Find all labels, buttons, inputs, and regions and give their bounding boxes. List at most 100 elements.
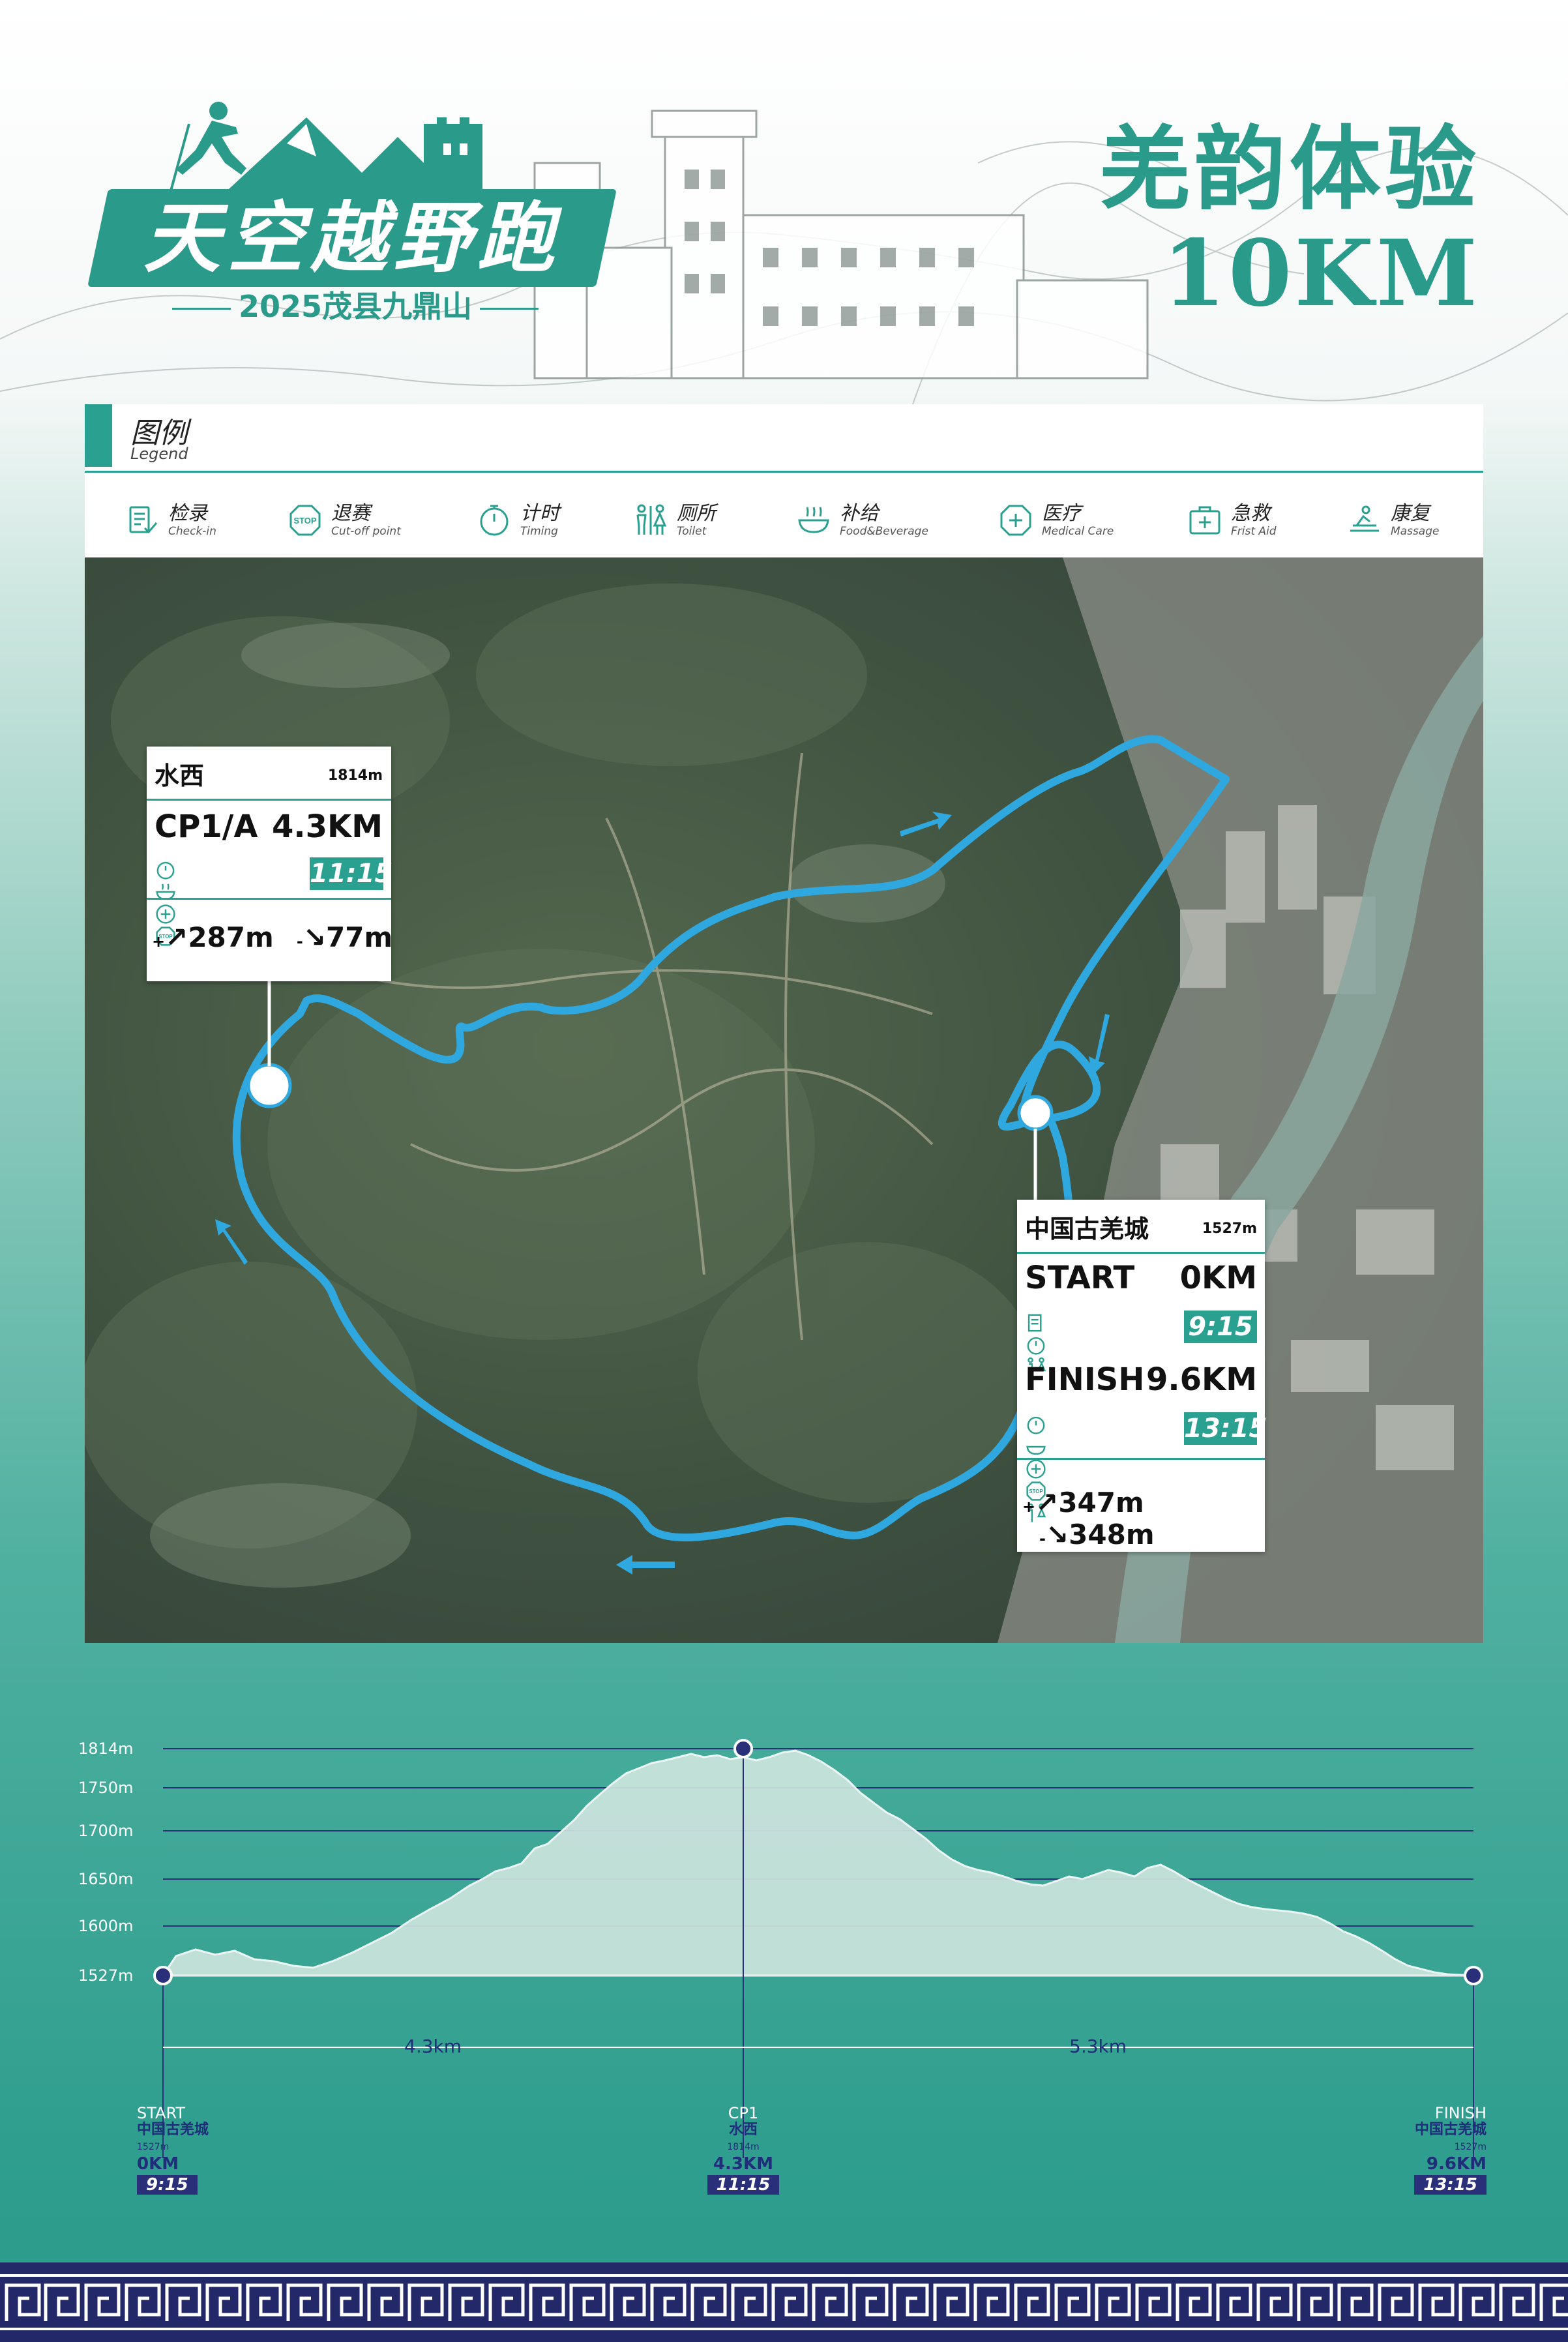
cp1-climb-row: +↗287m -↘77m [152, 921, 396, 953]
cp1-loss: 77m [326, 921, 393, 953]
elevation-profile-chart [153, 1739, 1483, 2158]
start-point-marker [153, 1966, 173, 1985]
route-name: 羌韵体验 [1099, 116, 1480, 223]
legend-item-check-in: 检录 Check-in [124, 494, 216, 546]
start-loss: 348m [1069, 1519, 1155, 1550]
fret-motif [650, 2283, 687, 2321]
fret-motif [1014, 2283, 1050, 2321]
point-distance: 4.3KM [713, 2154, 774, 2174]
legend-label-en: Timing [520, 525, 558, 538]
point-name: 中国古羌城 [1414, 2122, 1487, 2138]
ascent-arrow-icon: ↗ [165, 921, 188, 953]
fret-motif [407, 2283, 444, 2321]
finish-label: FINISH [1025, 1361, 1145, 1398]
fret-motif [1297, 2283, 1333, 2321]
legend-label-en: Cut-off point [331, 525, 401, 538]
route-heading: 羌韵体验 10KM [1099, 117, 1480, 326]
legend-accent-bar [85, 404, 112, 467]
stop-icon: STOP [289, 505, 321, 536]
fret-motif [367, 2283, 404, 2321]
elevation-profile: 1814m 1750m 1700m 1650m 1600m 1527m 4.3k… [65, 1708, 1503, 2217]
legend-item-cutoff: STOP 退赛 Cut-off point [287, 494, 401, 546]
legend-item-toilet: 厕所 Toilet [632, 494, 716, 546]
start-venue-name: 中国古羌城 [1025, 1215, 1149, 1243]
point-role: START [137, 2104, 186, 2122]
legend-label-cn: 急救 [1231, 502, 1270, 525]
direction-arrows [215, 812, 1110, 1575]
satellite-map-image [85, 557, 1483, 1643]
point-distance: 0KM [137, 2154, 179, 2174]
fret-motif [125, 2283, 161, 2321]
legend-item-massage: 康复 Massage [1346, 494, 1439, 546]
point-time: 13:15 [1414, 2175, 1487, 2195]
legend-panel: 图例 Legend 检录 Check-in STOP 退赛 Cut-off poin… [85, 404, 1483, 557]
check-in-icon [129, 506, 158, 534]
finish-service-icons: STOP [1025, 1414, 1273, 1524]
legend-label-en: Frist Aid [1231, 525, 1277, 538]
fret-motif [852, 2283, 889, 2321]
legend-label-en: Massage [1391, 525, 1440, 538]
finish-point-label: FINISH 中国古羌城 1527m 9.6KM 13:15 [1395, 2105, 1487, 2195]
start-distance: 0KM [1179, 1260, 1257, 1296]
cp1-distance: 4.3KM [272, 808, 383, 845]
fret-motif [933, 2283, 969, 2321]
legend-title-en: Legend [130, 445, 188, 463]
legend-label-cn: 厕所 [677, 502, 716, 525]
event-subtitle: 2025茂县九鼎山 [238, 289, 473, 324]
fret-motif [690, 2283, 727, 2321]
check-in-icon [1028, 1314, 1042, 1332]
fret-motif [812, 2283, 848, 2321]
fret-motif [1256, 2283, 1293, 2321]
cp1-info-card: 水西 1814m CP1/A 4.3KM STOP 11:15 +↗287m -… [147, 747, 393, 981]
start-finish-marker [1017, 1095, 1054, 1131]
fret-motif [84, 2283, 121, 2321]
fret-motif [1378, 2283, 1414, 2321]
loss-prefix: - [1039, 1530, 1046, 1548]
finish-point-marker [1464, 1966, 1483, 1985]
point-elevation: 1527m [1454, 2142, 1487, 2152]
fret-motif [771, 2283, 808, 2321]
timer-icon [480, 505, 509, 536]
segment-distance: 4.3km [404, 2036, 462, 2057]
massage-icon [1350, 505, 1379, 532]
legend-label-cn: 计时 [520, 502, 559, 525]
legend-item-food: 补给 Food&Beverage [795, 494, 928, 546]
fret-motif [1499, 2283, 1535, 2321]
legend-divider [85, 471, 1483, 473]
timer-icon [156, 861, 175, 880]
cp1-time: 11:15 [310, 857, 393, 890]
fret-motif [1095, 2283, 1131, 2321]
toilet-icon [636, 504, 667, 535]
start-service-icons [1025, 1312, 1273, 1378]
route-map: 水西 1814m CP1/A 4.3KM STOP 11:15 +↗287m -… [85, 557, 1483, 1643]
toilet-icon [1028, 1503, 1046, 1522]
fret-motif [1176, 2283, 1212, 2321]
first-aid-kit-icon [1189, 506, 1220, 535]
y-label: 1650m [78, 1870, 134, 1888]
legend-label-cn: 康复 [1391, 502, 1430, 525]
legend-label-cn: 补给 [840, 502, 879, 525]
finish-time: 13:15 [1184, 1412, 1267, 1445]
cp1-label: CP1/A [155, 808, 258, 845]
ascent-arrow-icon: ↗ [1035, 1487, 1059, 1519]
route-distance: 10KM [1162, 220, 1480, 327]
stop-icon: STOP [1026, 1481, 1046, 1501]
fret-motif [488, 2283, 525, 2321]
legend-item-timing: 计时 Timing [476, 494, 559, 546]
fret-motif [893, 2283, 929, 2321]
fret-motif [569, 2283, 606, 2321]
gain-prefix: + [152, 932, 166, 951]
point-time: 9:15 [137, 2175, 198, 2195]
svg-text:STOP: STOP [158, 934, 172, 940]
cp1-marker [246, 1063, 292, 1108]
event-subtitle-row: 2025茂县九鼎山 [153, 287, 557, 326]
fret-motif [448, 2283, 484, 2321]
cp1-point-marker [733, 1739, 753, 1758]
card-divider [1017, 1252, 1265, 1254]
fret-motif [610, 2283, 646, 2321]
fret-motif [1458, 2283, 1495, 2321]
medical-cross-icon [156, 904, 175, 924]
point-time: 11:15 [707, 2175, 780, 2195]
start-label: START [1025, 1260, 1135, 1296]
y-label: 1814m [78, 1740, 134, 1758]
